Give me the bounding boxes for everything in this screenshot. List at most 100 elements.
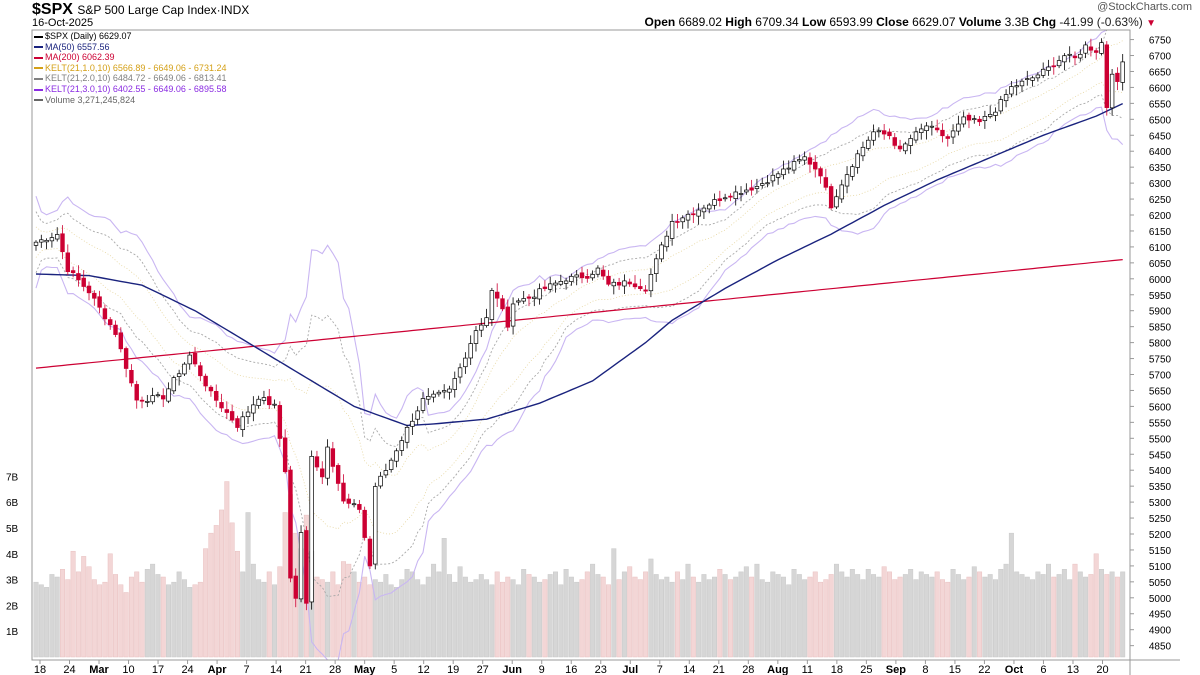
volume-bar [266,571,272,658]
volume-bar [107,553,113,658]
price-tick-label: 6550 [1149,99,1172,110]
volume-tick-label: 5B [6,524,19,535]
volume-bar [749,576,755,658]
price-tick-label: 6750 [1149,36,1172,47]
legend: $SPX (Daily) 6629.07 MA(50) 6557.56 MA(200… [34,31,227,106]
volume-bar [685,563,691,658]
volume-bar [510,579,516,658]
volume-bar [886,571,892,658]
price-tick-label: 5600 [1149,402,1172,413]
candle-body [166,388,171,402]
candle-body [924,125,929,132]
candle-body [325,446,330,479]
candle-body [722,197,728,200]
volume-bar [452,581,458,658]
candle-body [1051,65,1056,68]
candle-body [410,420,415,427]
candle-body [431,393,436,398]
x-tick-label: 7 [657,664,663,675]
candle-body [261,397,267,401]
candle-body [330,448,336,467]
candle-body [881,130,887,135]
volume-bar [1072,563,1078,658]
candle-body [585,276,590,279]
volume-bar [584,571,590,658]
volume-bar [643,571,649,658]
candle-body [892,137,897,146]
volume-bar [1056,574,1062,658]
candle-body [1120,61,1125,83]
price-tick-label: 5500 [1149,434,1172,445]
candle-body [1035,74,1041,79]
candle-body [516,300,521,303]
volume-bar [1083,576,1089,658]
volume-bar [1051,576,1057,658]
candle-body [1019,80,1025,87]
candle-body [754,186,760,189]
volume-bar [171,581,177,658]
candle-body [351,503,357,506]
candle-body [595,267,601,275]
price-tick-label: 5700 [1149,371,1172,382]
candle-body [452,378,457,390]
volume-tick-label: 7B [6,472,19,483]
keltner-band-line [35,29,1123,419]
volume-bar [229,522,235,658]
candle-body [282,437,288,473]
volume-bar [277,566,283,658]
candle-body [447,388,452,393]
volume-bar [966,576,972,658]
price-tick-label: 5300 [1149,498,1172,509]
volume-tick-label: 6B [6,498,19,509]
price-tick-label: 5800 [1149,339,1172,350]
volume-bar [166,584,172,658]
candle-body [1056,60,1062,67]
candle-body [33,241,39,246]
x-tick-label: 18 [34,664,46,675]
price-tick-label: 6450 [1149,131,1172,142]
candle-body [733,191,738,199]
candle-body [717,198,723,201]
volume-bar [314,576,320,658]
candle-body [1046,66,1051,71]
candle-body [929,125,935,128]
volume-bar [849,569,855,658]
candle-body [887,131,892,137]
volume-bar [192,584,198,658]
x-tick-label: 24 [63,664,75,675]
candle-body [569,275,574,282]
candle-body [1003,94,1009,102]
candle-body [415,410,420,420]
volume-bar [473,579,479,658]
low-value: 6593.99 [829,15,873,29]
volume-bar [38,584,44,658]
x-tick-label: 5 [391,664,397,675]
volume-bar [786,584,792,658]
volume-bar [1061,569,1067,658]
candle-body [335,465,341,484]
candle-body [1030,77,1035,81]
candle-body [664,235,670,248]
volume-bar [547,574,553,658]
legend-text: $SPX (Daily) 6629.07 [45,31,132,41]
candle-body [600,269,606,277]
volume-bars [33,481,1126,658]
price-tick-label: 6050 [1149,259,1172,270]
x-tick-label: 14 [683,664,695,675]
volume-bar [542,579,548,658]
volume-bar [574,581,580,658]
volume-label: Volume [958,15,1002,29]
watermark: @StockCharts.com [1097,1,1192,13]
volume-bar [600,576,606,658]
candle-body [526,296,532,299]
candle-body [813,161,818,170]
legend-entry: KELT(21,1.0,10) 6566.89 - 6649.06 - 6731… [34,63,226,74]
candle-body [611,281,617,287]
candle-body [855,153,860,168]
candle-body [219,402,224,409]
volume-bar [987,574,993,658]
candle-body [1083,44,1088,54]
candle-body [293,575,298,599]
open-label: Open [644,15,676,29]
volume-bar [49,574,55,658]
